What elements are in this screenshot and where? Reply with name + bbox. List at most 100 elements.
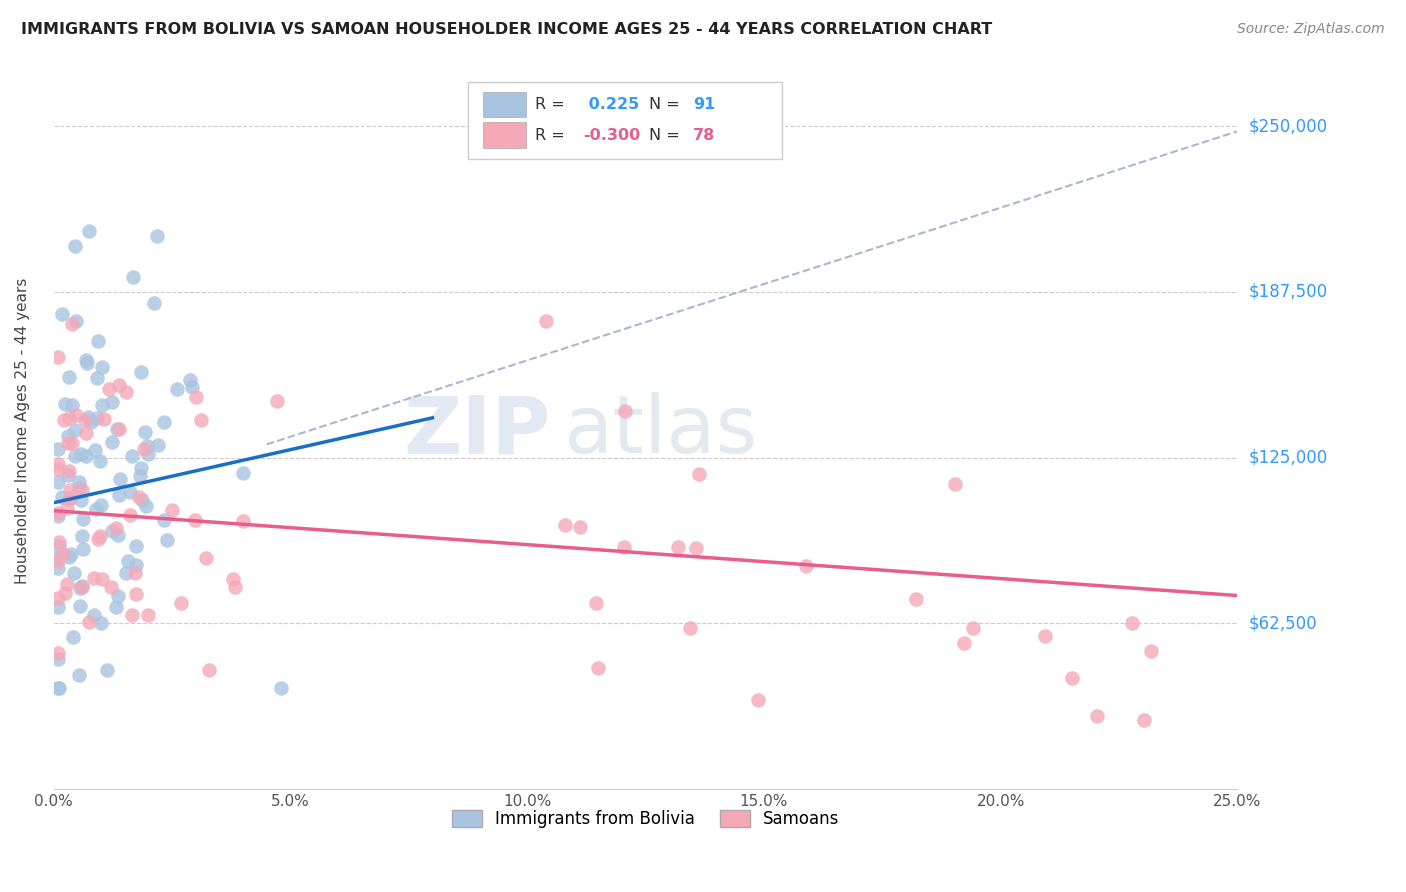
Point <box>266 393 288 408</box>
Point <box>56 500 79 515</box>
Text: -0.300: -0.300 <box>582 128 640 143</box>
Point <box>118 485 141 500</box>
Point <box>110 472 132 486</box>
Point <box>80 415 103 429</box>
Point <box>52 547 75 561</box>
Point <box>585 596 607 610</box>
FancyBboxPatch shape <box>484 92 526 118</box>
Point <box>121 608 143 623</box>
Point <box>46 458 69 472</box>
Point <box>613 541 636 555</box>
Point <box>59 483 82 497</box>
Point <box>146 438 169 452</box>
Text: $187,500: $187,500 <box>1249 283 1327 301</box>
Point <box>63 239 86 253</box>
Point <box>666 540 689 554</box>
Point <box>184 390 207 404</box>
Point <box>117 554 139 568</box>
Point <box>794 559 817 574</box>
Point <box>58 370 80 384</box>
Point <box>67 668 90 682</box>
Point <box>679 621 702 635</box>
Point <box>46 442 69 457</box>
Point <box>46 507 69 521</box>
Point <box>962 621 984 635</box>
Point <box>46 681 69 696</box>
Point <box>58 429 80 443</box>
Point <box>65 408 87 422</box>
Point <box>77 615 100 630</box>
Point <box>60 547 83 561</box>
Text: atlas: atlas <box>562 392 756 470</box>
Point <box>90 498 112 512</box>
Point <box>685 541 707 555</box>
Text: R =: R = <box>536 97 565 112</box>
Point <box>153 513 176 527</box>
Point <box>53 397 76 411</box>
Point <box>46 509 69 524</box>
Point <box>129 365 152 379</box>
Point <box>90 398 112 412</box>
Point <box>121 449 143 463</box>
Point <box>904 591 927 606</box>
Point <box>90 615 112 630</box>
Point <box>614 404 637 418</box>
Point <box>224 581 246 595</box>
Point <box>70 483 93 497</box>
Point <box>160 503 183 517</box>
Point <box>134 425 156 439</box>
Point <box>96 663 118 677</box>
Point <box>72 580 94 594</box>
Text: N =: N = <box>650 97 679 112</box>
Text: ZIP: ZIP <box>404 392 551 470</box>
Point <box>56 436 79 450</box>
Point <box>953 635 976 649</box>
Point <box>60 398 83 412</box>
Point <box>586 661 609 675</box>
Point <box>114 385 136 400</box>
Point <box>1140 644 1163 658</box>
Point <box>83 608 105 623</box>
Point <box>128 490 150 504</box>
Point <box>73 413 96 427</box>
Point <box>135 439 157 453</box>
Point <box>190 412 212 426</box>
Point <box>86 371 108 385</box>
Point <box>87 334 110 349</box>
Point <box>107 528 129 542</box>
Point <box>69 581 91 595</box>
Point <box>232 466 254 480</box>
Point <box>128 469 150 483</box>
Point <box>60 317 83 331</box>
Point <box>91 572 114 586</box>
Point <box>65 449 87 463</box>
Point <box>114 566 136 581</box>
Point <box>221 573 243 587</box>
Point <box>105 521 128 535</box>
Point <box>46 561 69 575</box>
Point <box>76 356 98 370</box>
Point <box>58 410 80 425</box>
Point <box>108 488 131 502</box>
Text: R =: R = <box>536 128 565 143</box>
Point <box>69 599 91 613</box>
Point <box>52 413 75 427</box>
Point <box>747 693 769 707</box>
Legend: Immigrants from Bolivia, Samoans: Immigrants from Bolivia, Samoans <box>444 803 846 835</box>
Point <box>1085 709 1108 723</box>
Point <box>100 435 122 450</box>
FancyBboxPatch shape <box>484 122 526 148</box>
Point <box>101 394 124 409</box>
Point <box>69 493 91 508</box>
Point <box>131 493 153 508</box>
Point <box>107 421 129 435</box>
Point <box>70 579 93 593</box>
Text: N =: N = <box>650 128 679 143</box>
Point <box>131 460 153 475</box>
Point <box>56 577 79 591</box>
Point <box>184 513 207 527</box>
Point <box>89 529 111 543</box>
Point <box>46 646 69 660</box>
Point <box>135 500 157 514</box>
Point <box>146 229 169 244</box>
